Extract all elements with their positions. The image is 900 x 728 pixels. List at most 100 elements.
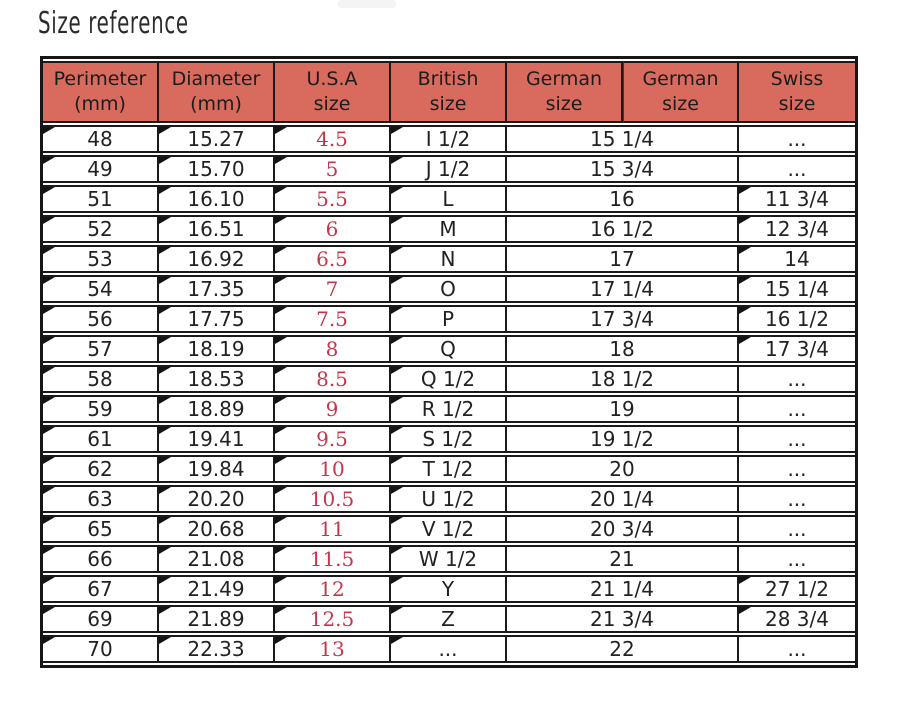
usa-size-cell: 7 <box>275 275 391 303</box>
diameter-cell: 16.10 <box>159 185 275 213</box>
british-size-cell: T 1/2 <box>391 455 507 483</box>
diameter-cell: 21.08 <box>159 545 275 573</box>
header-german2-line1: German <box>642 68 719 91</box>
usa-size-cell: 4.5 <box>275 125 391 153</box>
table-row: 57 18.19 8 Q 18 17 3/4 <box>43 335 855 363</box>
table-row: 56 17.75 7.5 P 17 3/4 16 1/2 <box>43 305 855 333</box>
header-german1-line2: size <box>545 93 583 115</box>
british-size-cell: I 1/2 <box>391 125 507 153</box>
table-row: 70 22.33 13... 22... <box>43 635 855 663</box>
swiss-size-cell: ... <box>739 425 855 453</box>
german-size-cell: 17 3/4 <box>507 305 739 333</box>
diameter-cell: 17.75 <box>159 305 275 333</box>
table-row: 67 21.49 12 Y 21 1/4 27 1/2 <box>43 575 855 603</box>
perimeter-cell: 51 <box>43 185 159 213</box>
header-british-line1: British <box>417 68 479 91</box>
swiss-size-cell: ... <box>739 515 855 543</box>
perimeter-cell: 66 <box>43 545 159 573</box>
perimeter-cell: 58 <box>43 365 159 393</box>
header-perimeter-line1: Perimeter <box>53 68 147 91</box>
british-size-cell: L <box>391 185 507 213</box>
header-usa-line1: U.S.A <box>306 68 358 91</box>
table-row: 66 21.08 11.5 W 1/2 21... <box>43 545 855 573</box>
diameter-cell: 15.70 <box>159 155 275 183</box>
header-diameter: Diameter (mm) <box>159 61 275 123</box>
diameter-cell: 18.19 <box>159 335 275 363</box>
diameter-cell: 21.89 <box>159 605 275 633</box>
british-size-cell: Z <box>391 605 507 633</box>
diameter-cell: 19.41 <box>159 425 275 453</box>
british-size-cell: O <box>391 275 507 303</box>
german-size-cell: 16 <box>507 185 739 213</box>
swiss-size-cell: ... <box>739 125 855 153</box>
usa-size-cell: 9 <box>275 395 391 423</box>
german-size-cell: 20 <box>507 455 739 483</box>
table-row: 65 20.68 11 V 1/2 20 3/4... <box>43 515 855 543</box>
british-size-cell: Q <box>391 335 507 363</box>
usa-size-cell: 8 <box>275 335 391 363</box>
british-size-cell: R 1/2 <box>391 395 507 423</box>
swiss-size-cell: 16 1/2 <box>739 305 855 333</box>
diameter-cell: 18.53 <box>159 365 275 393</box>
perimeter-cell: 57 <box>43 335 159 363</box>
british-size-cell: ... <box>391 635 507 663</box>
german-size-cell: 18 <box>507 335 739 363</box>
usa-size-cell: 11 <box>275 515 391 543</box>
british-size-cell: P <box>391 305 507 333</box>
diameter-cell: 16.51 <box>159 215 275 243</box>
table-row: 49 15.70 5 J 1/2 15 3/4... <box>43 155 855 183</box>
usa-size-cell: 6 <box>275 215 391 243</box>
header-german2-line2: size <box>662 93 699 115</box>
table-row: 69 21.89 12.5 Z 21 3/4 28 3/4 <box>43 605 855 633</box>
german-size-cell: 21 1/4 <box>507 575 739 603</box>
swiss-size-cell: 27 1/2 <box>739 575 855 603</box>
table-row: 52 16.51 6 M 16 1/2 12 3/4 <box>43 215 855 243</box>
header-diameter-line2: (mm) <box>190 93 242 115</box>
perimeter-cell: 59 <box>43 395 159 423</box>
usa-size-cell: 7.5 <box>275 305 391 333</box>
table-row: 62 19.84 10 T 1/2 20... <box>43 455 855 483</box>
table-row: 51 16.10 5.5 L 16 11 3/4 <box>43 185 855 213</box>
german-size-cell: 19 <box>507 395 739 423</box>
swiss-size-cell: ... <box>739 155 855 183</box>
header-swiss-line1: Swiss <box>770 68 824 91</box>
swiss-size-cell: ... <box>739 485 855 513</box>
diameter-cell: 15.27 <box>159 125 275 153</box>
british-size-cell: M <box>391 215 507 243</box>
usa-size-cell: 11.5 <box>275 545 391 573</box>
diameter-cell: 17.35 <box>159 275 275 303</box>
table-row: 53 16.92 6.5 N 17 14 <box>43 245 855 273</box>
diameter-cell: 20.20 <box>159 485 275 513</box>
usa-size-cell: 9.5 <box>275 425 391 453</box>
header-german-size-2: German size <box>623 61 739 123</box>
german-size-cell: 21 3/4 <box>507 605 739 633</box>
usa-size-cell: 5.5 <box>275 185 391 213</box>
diameter-cell: 21.49 <box>159 575 275 603</box>
german-size-cell: 17 <box>507 245 739 273</box>
header-german1-line1: German <box>525 68 603 91</box>
photo-artifact <box>338 0 396 8</box>
header-usa-size: U.S.A size <box>275 61 391 123</box>
table-row: 54 17.35 7 O 17 1/4 15 1/4 <box>43 275 855 303</box>
german-size-cell: 15 1/4 <box>507 125 739 153</box>
swiss-size-cell: ... <box>739 365 855 393</box>
table-row: 48 15.27 4.5 I 1/2 15 1/4... <box>43 125 855 153</box>
header-usa-line2: size <box>313 93 351 115</box>
diameter-cell: 19.84 <box>159 455 275 483</box>
diameter-cell: 18.89 <box>159 395 275 423</box>
header-swiss-line2: size <box>778 93 816 115</box>
header-diameter-line1: Diameter <box>171 68 261 91</box>
german-size-cell: 16 1/2 <box>507 215 739 243</box>
header-british-line2: size <box>429 93 467 115</box>
header-german-size-1: German size <box>507 61 623 123</box>
perimeter-cell: 53 <box>43 245 159 273</box>
perimeter-cell: 70 <box>43 635 159 663</box>
perimeter-cell: 49 <box>43 155 159 183</box>
german-size-cell: 17 1/4 <box>507 275 739 303</box>
table-row: 59 18.89 9 R 1/2 19... <box>43 395 855 423</box>
swiss-size-cell: 14 <box>739 245 855 273</box>
perimeter-cell: 67 <box>43 575 159 603</box>
usa-size-cell: 8.5 <box>275 365 391 393</box>
perimeter-cell: 61 <box>43 425 159 453</box>
usa-size-cell: 13 <box>275 635 391 663</box>
